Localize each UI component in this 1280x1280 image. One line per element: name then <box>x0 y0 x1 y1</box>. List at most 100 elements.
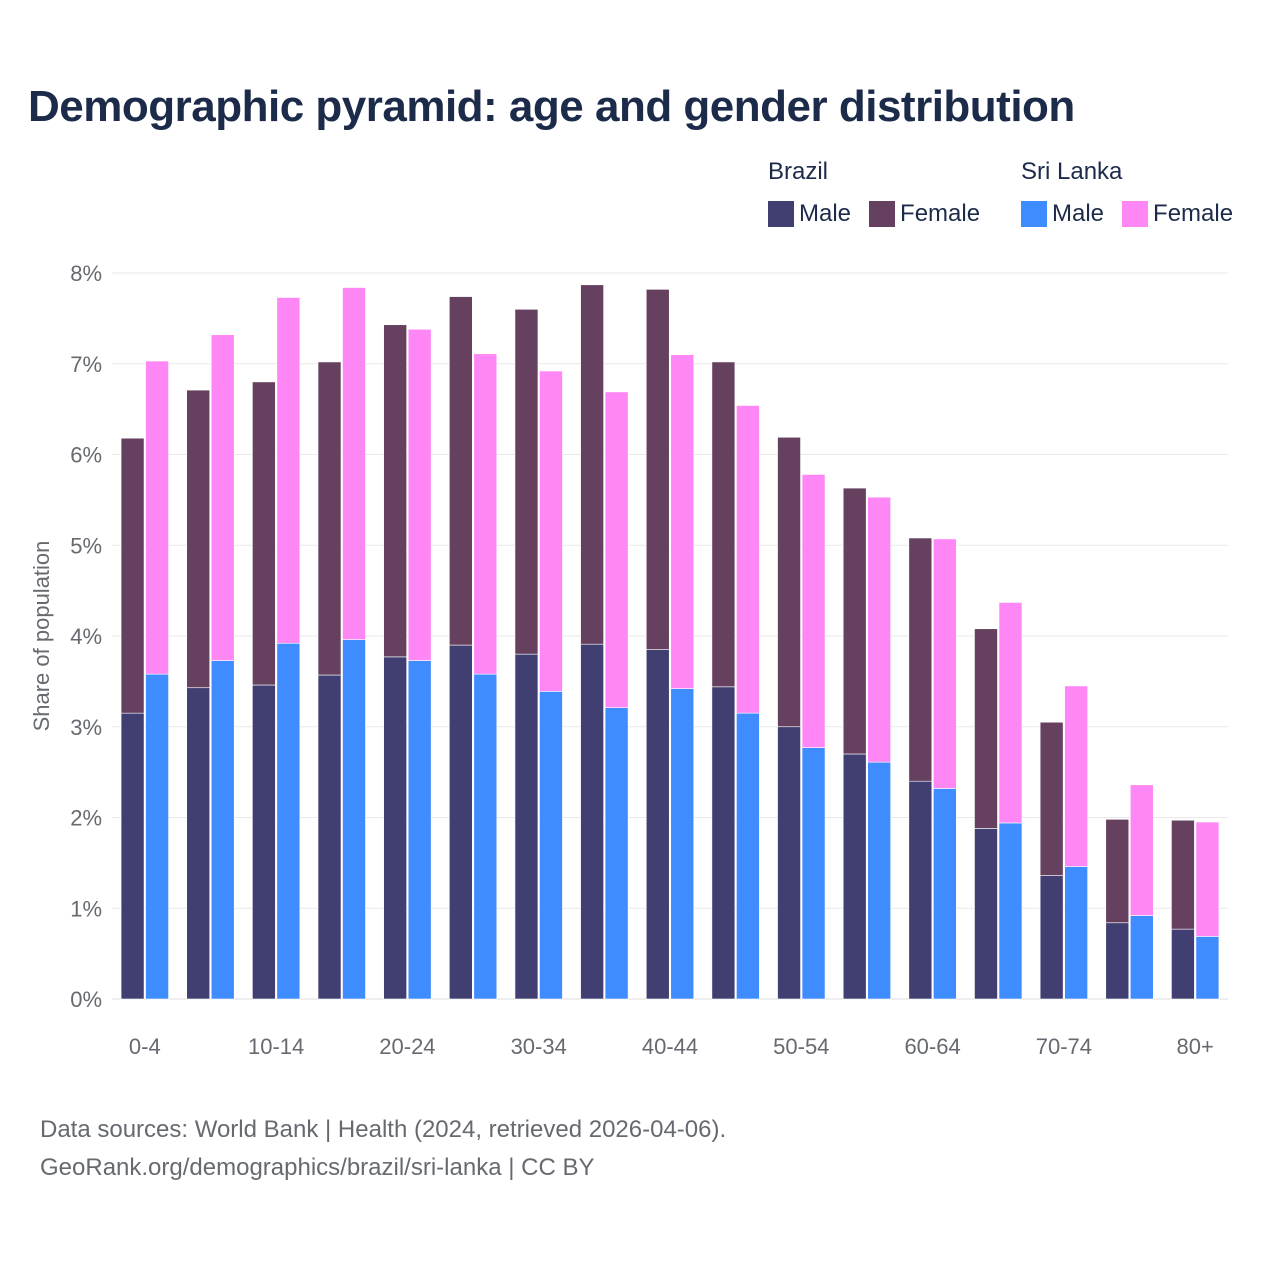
bar-brazil-male <box>449 644 473 1000</box>
legend-label: Male <box>799 200 852 227</box>
bar-brazil-female <box>120 437 145 714</box>
bar-brazil-male <box>777 726 801 1000</box>
footer-link[interactable]: GeoRank.org/demographics/brazil/sri-lank… <box>40 1154 595 1181</box>
legend-swatch <box>1021 201 1047 227</box>
bar-brazil-male <box>317 674 342 1000</box>
y-tick-label: 8% <box>70 261 102 286</box>
bar-sri-lanka-female <box>736 405 760 714</box>
bar-sri-lanka-male <box>210 660 235 1000</box>
legend-group-brazil: Brazil Male Female <box>768 158 998 228</box>
bar-sri-lanka-male <box>1195 936 1220 1000</box>
bar-sri-lanka-male <box>539 691 563 1000</box>
y-tick-label: 1% <box>70 896 102 921</box>
bar-brazil-male <box>120 712 145 1000</box>
x-axis-ticks: 0-4 10-14 20-24 30-34 40-44 50-54 60-64 70-74 80… <box>129 1034 1214 1059</box>
bar-brazil-female <box>777 436 801 728</box>
legend-item-sri-lanka-female[interactable]: Female <box>1122 200 1233 228</box>
legend-item-brazil-male[interactable]: Male <box>768 200 851 228</box>
bar-brazil-female <box>1171 819 1195 930</box>
bar-sri-lanka-female <box>933 538 957 789</box>
bar-sri-lanka-male <box>473 673 498 1000</box>
bar-brazil-female <box>580 284 604 645</box>
legend-item-sri-lanka-male[interactable]: Male <box>1021 200 1104 228</box>
x-tick-label: 50-54 <box>773 1034 829 1059</box>
bar-brazil-female <box>842 487 867 755</box>
bar-sri-lanka-male <box>276 642 301 1000</box>
bar-sri-lanka-female <box>998 602 1023 824</box>
y-tick-label: 4% <box>70 624 102 649</box>
bar-brazil-female <box>383 324 407 658</box>
bar-brazil-male <box>580 643 604 1000</box>
bar-brazil-male <box>645 649 670 1000</box>
bar-sri-lanka-female <box>801 474 826 748</box>
y-tick-label: 0% <box>70 987 102 1012</box>
bar-sri-lanka-female <box>473 353 498 675</box>
bar-brazil-male <box>974 828 998 1000</box>
bar-sri-lanka-female <box>1129 784 1154 916</box>
legend-item-brazil-female[interactable]: Female <box>869 200 980 228</box>
bar-sri-lanka-male <box>342 639 366 1000</box>
bar-sri-lanka-male <box>1064 866 1088 1000</box>
bar-brazil-male <box>514 653 539 1000</box>
y-tick-label: 3% <box>70 715 102 740</box>
bar-brazil-female <box>317 361 342 676</box>
legend-label: Female <box>1153 200 1234 227</box>
bar-brazil-female <box>252 381 276 686</box>
bar-brazil-male <box>252 684 276 1000</box>
bar-sri-lanka-male <box>736 712 760 1000</box>
x-tick-label: 60-64 <box>904 1034 960 1059</box>
bar-sri-lanka-male <box>670 688 695 1000</box>
bar-sri-lanka-female <box>539 370 563 692</box>
bar-brazil-female <box>711 361 736 688</box>
bar-sri-lanka-male <box>801 747 826 1000</box>
bar-sri-lanka-female <box>1195 821 1220 937</box>
bar-brazil-female <box>1105 819 1130 924</box>
legend-swatch <box>768 201 794 227</box>
bar-brazil-male <box>383 656 407 1000</box>
bar-brazil-female <box>449 296 473 646</box>
bar-sri-lanka-female <box>276 297 301 644</box>
bar-sri-lanka-female <box>670 354 695 689</box>
bar-sri-lanka-male <box>407 660 432 1000</box>
bar-sri-lanka-male <box>145 673 169 1000</box>
bar-brazil-male <box>842 753 867 1000</box>
x-tick-label: 10-14 <box>248 1034 304 1059</box>
legend-label: Female <box>900 200 981 227</box>
bar-sri-lanka-male <box>867 761 891 1000</box>
legend-label: Male <box>1052 200 1105 227</box>
bars <box>120 284 1220 1000</box>
x-tick-label: 40-44 <box>642 1034 698 1059</box>
x-tick-label: 20-24 <box>379 1034 435 1059</box>
y-tick-label: 6% <box>70 443 102 468</box>
y-axis-ticks: 0% 1% 2% 3% 4% 5% 6% 7% 8% <box>70 261 102 1012</box>
bar-brazil-female <box>186 389 211 689</box>
x-tick-label: 80+ <box>1177 1034 1214 1059</box>
bar-sri-lanka-male <box>1129 915 1154 1000</box>
chart-title: Demographic pyramid: age and gender dist… <box>28 82 1075 131</box>
bar-sri-lanka-male <box>933 788 957 1000</box>
y-tick-label: 5% <box>70 533 102 558</box>
bar-sri-lanka-female <box>407 328 432 661</box>
bar-brazil-male <box>1105 922 1130 1000</box>
bar-brazil-female <box>645 289 670 650</box>
bar-brazil-male <box>186 687 211 1000</box>
x-tick-label: 0-4 <box>129 1034 161 1059</box>
legend-group-sri-lanka: Sri Lanka Male Female <box>1021 158 1251 228</box>
legend-swatch <box>869 201 896 227</box>
bar-brazil-male <box>908 780 933 1000</box>
bar-sri-lanka-female <box>604 391 629 708</box>
bar-sri-lanka-male <box>998 822 1023 1000</box>
bar-brazil-male <box>1171 928 1195 1000</box>
bar-brazil-female <box>514 308 539 655</box>
y-tick-label: 2% <box>70 806 102 831</box>
bar-sri-lanka-male <box>604 707 629 1000</box>
x-tick-label: 30-34 <box>511 1034 567 1059</box>
footer-source: Data sources: World Bank | Health (2024,… <box>40 1116 727 1143</box>
bar-brazil-female <box>908 537 933 782</box>
legend-group-title: Brazil <box>768 158 829 185</box>
y-tick-label: 7% <box>70 352 102 377</box>
bar-sri-lanka-female <box>867 496 891 763</box>
bar-brazil-male <box>1039 875 1064 1000</box>
bar-brazil-female <box>1039 721 1064 876</box>
